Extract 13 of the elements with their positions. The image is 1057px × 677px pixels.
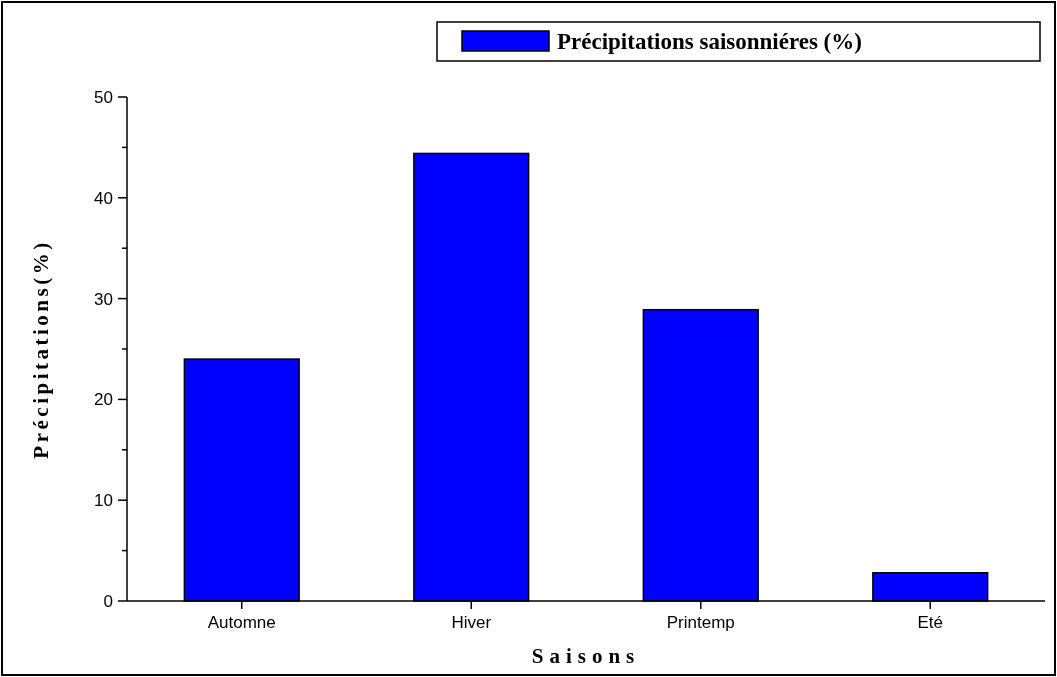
y-tick-label: 20 [94, 390, 113, 410]
x-axis-title: Saisons [531, 644, 641, 668]
y-axis-title: Précipitations(%) [29, 239, 53, 459]
y-tick-label: 30 [94, 289, 113, 309]
y-tick-label: 40 [94, 188, 113, 208]
y-tick-label: 10 [94, 491, 113, 511]
legend-label: Précipitations saisonniéres (%) [557, 29, 862, 55]
y-tick-label: 0 [103, 591, 113, 611]
x-tick-label: Printemp [666, 613, 735, 632]
y-tick-label: 50 [94, 87, 113, 107]
x-tick-label: Automne [207, 613, 276, 632]
x-tick-label: Eté [917, 613, 944, 632]
x-tick-label: Hiver [451, 613, 492, 632]
